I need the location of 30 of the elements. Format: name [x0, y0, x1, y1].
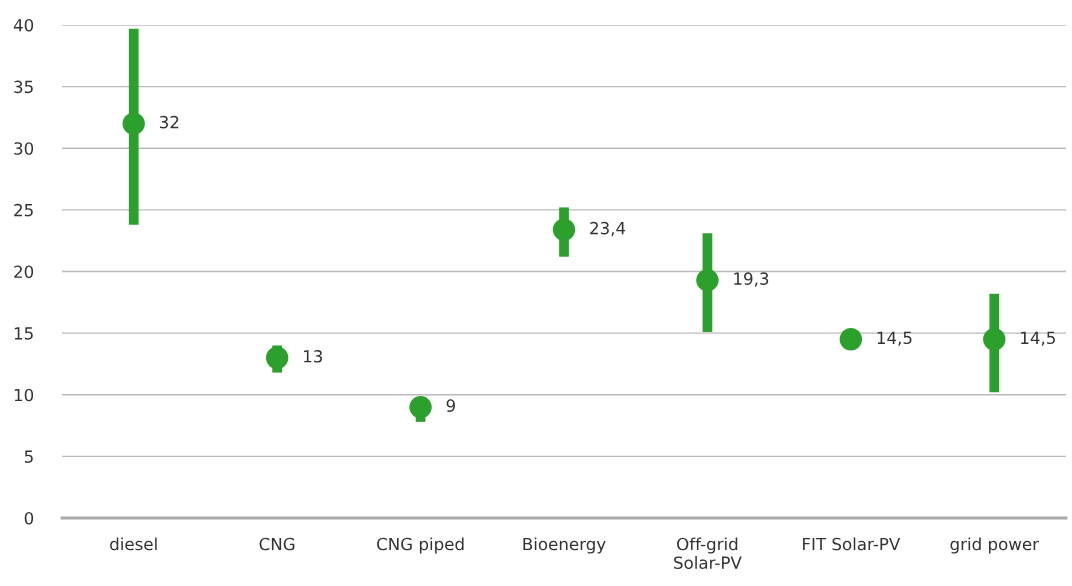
- y-tick-label: 35: [14, 80, 33, 94]
- y-tick-label: 30: [14, 142, 34, 155]
- x-tick-label: diesel: [110, 537, 157, 551]
- y-tick-label: 40: [13, 18, 34, 32]
- data-label: 23,4: [590, 221, 626, 237]
- x-tick-label: grid power: [950, 537, 1040, 554]
- data-label: 9: [446, 399, 455, 412]
- x-tick-label: Off-grid Solar-PV: [674, 537, 742, 570]
- data-label: 14,5: [1021, 331, 1055, 346]
- point: [983, 328, 1006, 351]
- x-tick-label: Bioenergy: [523, 537, 606, 554]
- x-tick-label: CNG: [259, 537, 295, 551]
- y-tick-label: 0: [24, 511, 34, 525]
- point: [265, 346, 289, 369]
- y-tick-label: 15: [14, 327, 33, 340]
- y-tick-label: 10: [14, 388, 34, 402]
- point: [696, 268, 719, 292]
- y-tick-label: 25: [14, 203, 33, 217]
- point: [839, 328, 863, 351]
- point: [122, 112, 145, 135]
- x-tick-label: FIT Solar-PV: [803, 537, 901, 551]
- x-tick-label: CNG piped: [377, 537, 464, 554]
- data-label: 14,5: [877, 331, 912, 346]
- point: [552, 218, 576, 241]
- point: [409, 395, 432, 419]
- y-tick-label: 20: [14, 265, 34, 279]
- y-tick-label: 5: [24, 450, 33, 463]
- data-label: 19,3: [734, 272, 769, 287]
- data-label: 32: [159, 115, 179, 129]
- data-label: 13: [303, 350, 323, 363]
